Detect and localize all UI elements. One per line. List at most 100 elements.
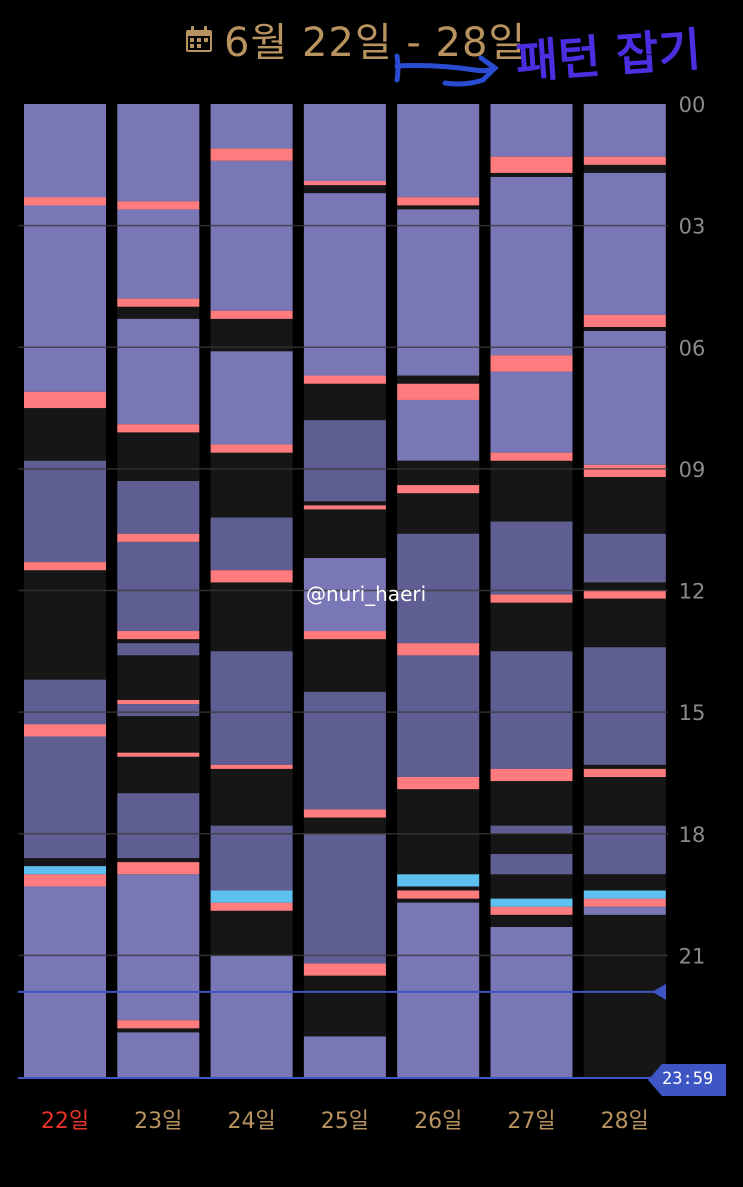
sleep-segment [210,582,293,652]
sleep-segment [117,655,200,700]
feeding-mark [210,570,293,583]
hour-tick-label: 09 [679,458,706,482]
hour-tick-label: 15 [679,701,706,725]
sleep-segment [210,351,293,445]
feeding-mark [117,533,200,542]
feeding-mark [210,902,293,911]
feeding-mark [583,314,666,327]
sleep-segment [397,785,480,871]
feeding-mark [490,156,573,173]
sleep-segment [117,104,200,202]
feeding-mark [583,590,666,599]
sleep-segment [117,639,200,644]
handwritten-arrow-icon [394,53,499,87]
feeding-mark [24,562,106,571]
sleep-segment [210,955,293,1077]
feeding-mark [583,898,666,907]
day-label: 27일 [507,1109,555,1134]
sleep-segment [397,399,480,461]
hour-tick-label: 18 [679,823,706,847]
sleep-segment [24,886,106,1077]
sleep-segment [303,104,386,186]
feeding-mark [583,156,666,165]
sleep-segment [490,651,573,769]
feeding-mark [210,444,293,453]
feeding-mark [397,776,480,790]
sleep-segment [583,647,666,765]
feeding-mark [24,724,106,737]
pattern-annotation: 패턴 잡기 [514,22,703,90]
sleep-segment [303,509,386,559]
now-marker-arrow-icon [652,983,666,1000]
now-time-badge [648,1064,726,1096]
sleep-segment [24,570,106,680]
feeding-mark [117,699,200,705]
feeding-mark [490,594,573,603]
sleep-segment [117,432,200,482]
feeding-mark [397,890,480,899]
sleep-segment [117,643,200,656]
feeding-mark [490,452,573,461]
hour-tick-label: 03 [679,215,706,239]
sleep-segment [397,460,480,486]
sleep-segment [210,160,293,311]
sleep-segment [24,460,106,563]
calendar-icon[interactable] [184,26,214,54]
feeding-mark [490,768,573,782]
feeding-mark [490,355,573,372]
feeding-mark [117,631,200,640]
feeding-mark [117,862,200,875]
sleep-segment [303,817,386,834]
sleep-segment [490,371,573,453]
hour-tick-label: 06 [679,336,706,360]
date-range-title[interactable]: 6월 22일 - 28일 [224,20,527,66]
feeding-mark [397,197,480,206]
diaper-mark [397,874,480,887]
day-label: 25일 [321,1109,369,1134]
diaper-mark [583,890,666,899]
sleep-segment [303,193,386,380]
feeding-mark [24,391,106,409]
sleep-segment [583,533,666,583]
feeding-mark [583,768,666,777]
sleep-segment [117,756,200,794]
feeding-mark [117,201,200,210]
now-time-label: 23:59 [662,1069,714,1089]
sleep-segment [117,874,200,1021]
feeding-mark [210,764,293,769]
sleep-segment [303,833,386,964]
sleep-segment [583,874,666,883]
feeding-mark [117,298,200,307]
feeding-mark [303,181,386,186]
chart-header: 6월 22일 - 28일 [0,0,743,100]
sleep-segment [210,104,293,149]
sleep-segment [210,452,293,518]
feeding-mark [117,424,200,433]
sleep-segment [583,772,666,826]
hour-tick-label: 00 [679,93,706,117]
sleep-segment [303,379,386,421]
sleep-segment [490,854,573,875]
sleep-segment [303,558,386,632]
sleep-segment [303,639,386,692]
day-label: 23일 [134,1109,182,1134]
sleep-segment [24,408,106,461]
feeding-mark [397,485,480,494]
sleep-segment [583,331,666,465]
day-label: 28일 [601,1109,649,1134]
feeding-mark [210,148,293,161]
sleep-segment [490,825,573,834]
sleep-segment [210,651,293,765]
feeding-mark [583,464,666,477]
feeding-mark [490,906,573,915]
sleep-segment [117,318,200,425]
sleep-segment [397,493,480,534]
sleep-segment [303,975,386,1037]
sleep-segment [397,902,480,1077]
watermark: @nuri_haeri [306,582,427,606]
sleep-segment [397,104,480,198]
sleep-segment [117,481,200,534]
sleep-segment [583,825,666,875]
sleep-segment [210,318,293,348]
